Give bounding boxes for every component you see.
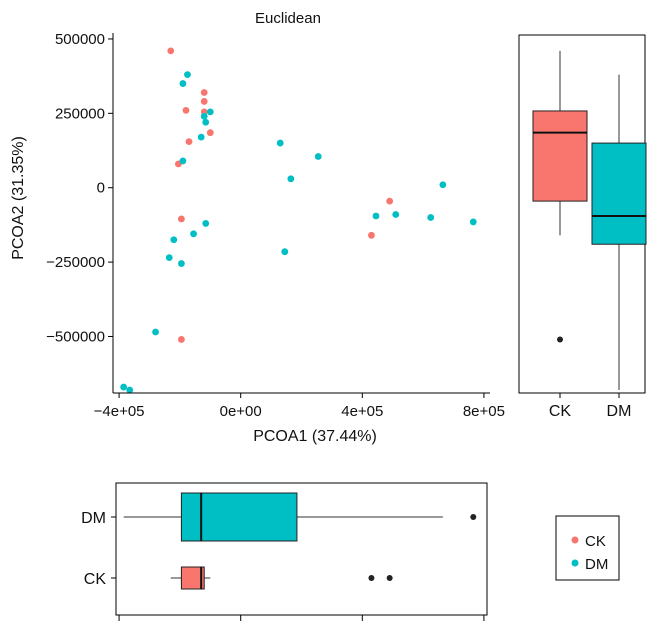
- x-tick-label-1: 0e+00: [220, 403, 262, 420]
- bottom-panel-frame: [115, 482, 488, 616]
- bottom-outlier-ck-1: [386, 575, 393, 581]
- y-tick-label-1: 250000: [55, 105, 105, 122]
- y-axis-title: PCOA2 (31.35%): [10, 136, 27, 260]
- legend-frame: [555, 515, 620, 581]
- scatter-point-dm-0: [184, 71, 191, 79]
- scatter-point-dm-11: [202, 220, 210, 227]
- scatter-point-ck-6: [185, 138, 193, 145]
- scatter-point-dm-5: [197, 133, 205, 141]
- x-tick-label-0: −4e+05: [94, 403, 145, 420]
- scatter-point-dm-21: [152, 328, 159, 336]
- right-cat-label-ck: CK: [549, 403, 572, 420]
- y-tick-label-2: 0: [97, 180, 105, 197]
- y-tick-label-4: −500000: [46, 328, 105, 345]
- bottom-ticks: [118, 615, 485, 621]
- bottom-cat-label-dm: DM: [81, 510, 106, 527]
- right-box-ck: [532, 110, 588, 202]
- scatter-point-ck-10: [368, 231, 375, 239]
- scatter-point-dm-20: [469, 218, 477, 226]
- scatter-point-dm-8: [314, 153, 322, 160]
- right-cat-label-dm: DM: [607, 403, 632, 420]
- y-ticks: 500000 250000 0 −250000 −500000: [46, 31, 113, 345]
- scatter-point-ck-1: [200, 89, 208, 96]
- scatter-point-dm-15: [178, 260, 185, 267]
- legend: CK DM: [555, 515, 620, 581]
- scatter-point-dm-18: [392, 211, 400, 218]
- bottom-outlier-dm-0: [470, 514, 477, 520]
- scatter-point-dm-2: [206, 108, 214, 116]
- bottom-box-ck: [180, 566, 205, 590]
- x-tick-label-3: 8e+05: [463, 403, 505, 420]
- right-boxes: [532, 50, 647, 391]
- scatter-point-ck-11: [386, 197, 394, 205]
- legend-key-ck: [571, 536, 579, 544]
- scatter-point-dm-3: [200, 112, 208, 120]
- right-outlier-ck-0: [557, 336, 563, 343]
- scatter-point-dm-16: [281, 248, 289, 256]
- scatter-point-ck-9: [178, 336, 185, 343]
- scatter-point-dm-1: [179, 80, 187, 87]
- scatter-points: [120, 47, 477, 394]
- x-ticks: −4e+05 0e+00 4e+05 8e+05: [94, 393, 505, 420]
- y-tick-label-3: −250000: [46, 254, 105, 271]
- scatter-point-dm-6: [179, 157, 187, 165]
- bottom-boxplot-panel: DM CK: [81, 482, 488, 621]
- bottom-box-dm: [180, 492, 298, 542]
- scatter-point-dm-12: [190, 230, 197, 238]
- scatter-point-dm-23: [126, 386, 134, 394]
- scatter-point-ck-0: [167, 47, 175, 55]
- scatter-point-dm-13: [170, 236, 178, 244]
- chart-title: Euclidean: [255, 10, 321, 27]
- bottom-boxes: [123, 492, 477, 590]
- scatter-point-dm-9: [287, 175, 295, 183]
- legend-key-dm: [571, 559, 579, 567]
- x-axis-title: PCOA1 (37.44%): [253, 428, 377, 445]
- y-tick-label-0: 500000: [55, 31, 105, 48]
- x-tick-label-2: 4e+05: [341, 403, 383, 420]
- legend-label-ck: CK: [585, 533, 606, 550]
- legend-label-dm: DM: [585, 556, 608, 573]
- scatter-point-ck-3: [182, 106, 190, 114]
- scatter-point-dm-4: [202, 118, 210, 126]
- bottom-category-labels: DM CK: [81, 510, 116, 588]
- scatter-point-dm-7: [276, 139, 284, 147]
- right-category-labels: CK DM: [549, 393, 632, 420]
- right-box-dm: [591, 142, 647, 245]
- scatter-point-ck-5: [206, 129, 214, 137]
- scatter-point-dm-14: [165, 254, 173, 262]
- bottom-cat-label-ck: CK: [84, 571, 107, 588]
- right-boxplot-panel: CK DM: [518, 34, 647, 420]
- bottom-outlier-ck-0: [368, 575, 375, 581]
- scatter-point-dm-22: [120, 383, 128, 391]
- scatter-point-dm-10: [439, 181, 447, 189]
- scatter-panel: −4e+05 0e+00 4e+05 8e+05 500000 250000 0 −2500…: [10, 31, 505, 445]
- scatter-point-ck-2: [200, 98, 208, 105]
- scatter-point-dm-19: [427, 214, 435, 221]
- scatter-point-dm-17: [372, 212, 380, 220]
- scatter-point-ck-8: [178, 215, 185, 223]
